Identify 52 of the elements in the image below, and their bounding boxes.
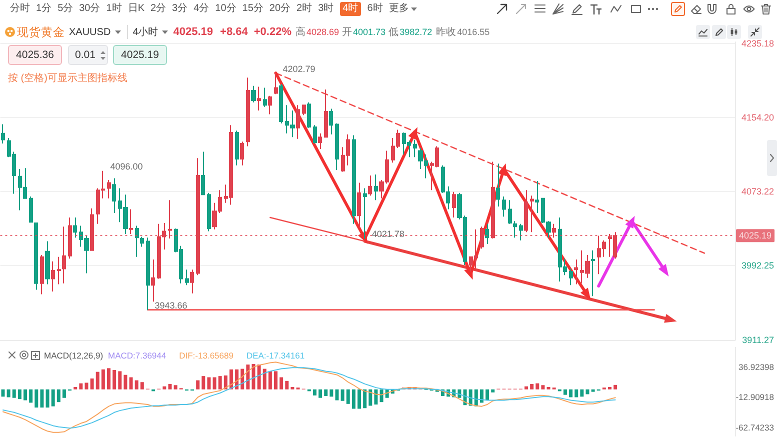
text: 5分 [58, 2, 74, 16]
text: 4096.00 [110, 161, 143, 172]
text: 4分 [194, 2, 210, 16]
annotation: 4025.36 [16, 49, 54, 61]
text: 30分 [79, 2, 100, 16]
ref-line-label: 4025.19 [739, 230, 772, 241]
text: 2分 [150, 2, 166, 16]
text: 4202.79 [282, 64, 316, 74]
text: 昨收 [436, 26, 456, 39]
y-tick-label: 36.92398 [738, 362, 774, 372]
text: 低 [388, 26, 399, 39]
text: 6时 [367, 2, 383, 16]
text: 10分 [215, 2, 236, 16]
y-tick-label: -12.90918 [736, 392, 774, 402]
text: 4021.78 [372, 229, 404, 240]
text: +8.64 [220, 26, 248, 38]
text: 分时 [10, 2, 30, 16]
y-tick-label: 4154.20 [741, 112, 774, 123]
text: 4小时 [126, 25, 158, 39]
y-tick-label: -62.74233 [736, 422, 774, 432]
text: 4001.73 [353, 27, 386, 37]
text: 4025.19 [173, 26, 214, 38]
y-tick-label: 4073.22 [741, 186, 774, 197]
text: 4028.69 [306, 27, 340, 37]
y-tick-label: 3992.25 [741, 260, 774, 271]
text: DIF:-13.65689 [179, 350, 234, 360]
annotation: 按 (空格)可显示主图指标线 [8, 72, 128, 85]
text: 3时 [318, 2, 334, 16]
annotation: 0.01 [75, 49, 96, 61]
y-tick-label: 3911.27 [742, 334, 774, 345]
text: 3982.72 [400, 27, 432, 37]
text: 2时 [296, 2, 312, 16]
text: 3943.66 [154, 300, 188, 311]
text: 4时 [342, 2, 358, 16]
chart-title: 现货黄金 [17, 26, 65, 40]
y-tick-label: 4235.18 [741, 38, 774, 49]
chart-subtitle: XAUUSD [69, 26, 111, 38]
text: 更多 [388, 2, 409, 16]
annotation: 4025.19 [121, 49, 159, 61]
series-label: MACD:7.36944 [108, 350, 166, 360]
text: 3分 [172, 2, 188, 16]
text: 日K [128, 2, 144, 16]
text: 开 [342, 26, 352, 39]
text: 1时 [106, 2, 122, 16]
text: 15分 [242, 2, 264, 16]
text: 20分 [269, 2, 291, 16]
text: 高 [295, 26, 306, 39]
text: 1分 [36, 2, 52, 16]
text: MACD(12,26,9) [44, 350, 104, 360]
text: 4016.55 [457, 27, 490, 37]
series-label: DEA:-17.34161 [246, 350, 305, 360]
text: +0.22% [254, 26, 292, 38]
